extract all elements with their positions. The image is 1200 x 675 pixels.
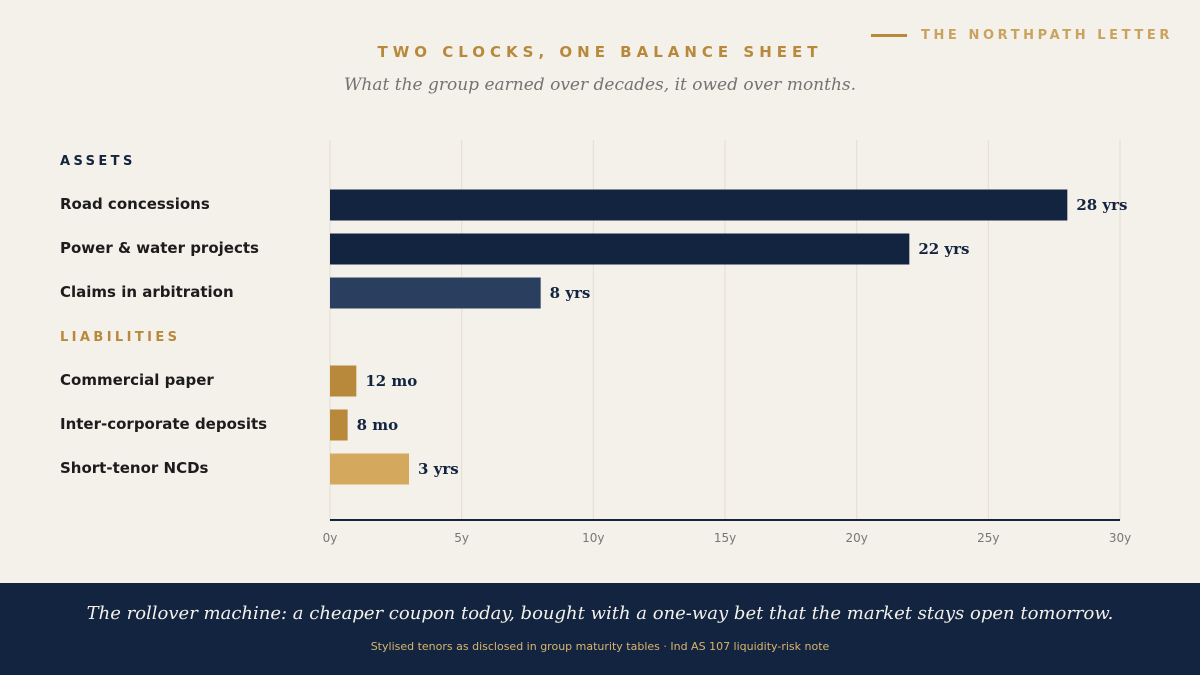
value-label: 12 mo <box>365 372 417 390</box>
x-tick-label: 10y <box>582 531 604 545</box>
value-label: 28 yrs <box>1076 196 1127 214</box>
bar <box>330 453 409 485</box>
category-label: Power & water projects <box>60 239 259 257</box>
bar <box>330 233 910 265</box>
brand-rule <box>870 34 907 37</box>
footer-headline: The rollover machine: a cheaper coupon t… <box>86 603 1114 624</box>
value-label: 8 mo <box>357 416 399 434</box>
bar <box>330 277 541 309</box>
bar <box>330 189 1068 221</box>
category-label: Short-tenor NCDs <box>60 459 209 477</box>
x-tick-label: 0y <box>323 531 338 545</box>
brand-name: THE NORTHPATH LETTER <box>920 28 1173 43</box>
value-label: 22 yrs <box>918 240 969 258</box>
x-tick-label: 25y <box>977 531 999 545</box>
category-label: Commercial paper <box>60 371 214 389</box>
x-tick-label: 20y <box>845 531 867 545</box>
bars: ASSETS Road concessions 28 yrs Power & wate… <box>60 154 1128 485</box>
value-label: 3 yrs <box>418 460 459 478</box>
category-label: Road concessions <box>60 195 210 213</box>
x-tick-label: 15y <box>714 531 736 545</box>
section-label: ASSETS <box>60 154 136 169</box>
chart-title: TWO CLOCKS, ONE BALANCE SHEET <box>377 43 823 61</box>
maturity-bar-chart: ASSETS Road concessions 28 yrs Power & wate… <box>60 140 1131 545</box>
x-tick-label: 30y <box>1109 531 1131 545</box>
section-label: LIABILITIES <box>60 330 180 345</box>
x-tick-label: 5y <box>454 531 469 545</box>
bar <box>330 365 357 397</box>
x-axis: 0y 5y 10y 15y 20y 25y 30y <box>323 519 1131 545</box>
value-label: 8 yrs <box>550 284 591 302</box>
category-label: Inter-corporate deposits <box>60 415 267 433</box>
chart-subtitle: What the group earned over decades, it o… <box>343 75 857 95</box>
category-label: Claims in arbitration <box>60 283 234 301</box>
publication-brand: THE NORTHPATH LETTER <box>870 28 1173 43</box>
footer-banner: The rollover machine: a cheaper coupon t… <box>0 583 1200 675</box>
footer-source-note: Stylised tenors as disclosed in group ma… <box>370 640 830 653</box>
bar <box>330 409 348 441</box>
